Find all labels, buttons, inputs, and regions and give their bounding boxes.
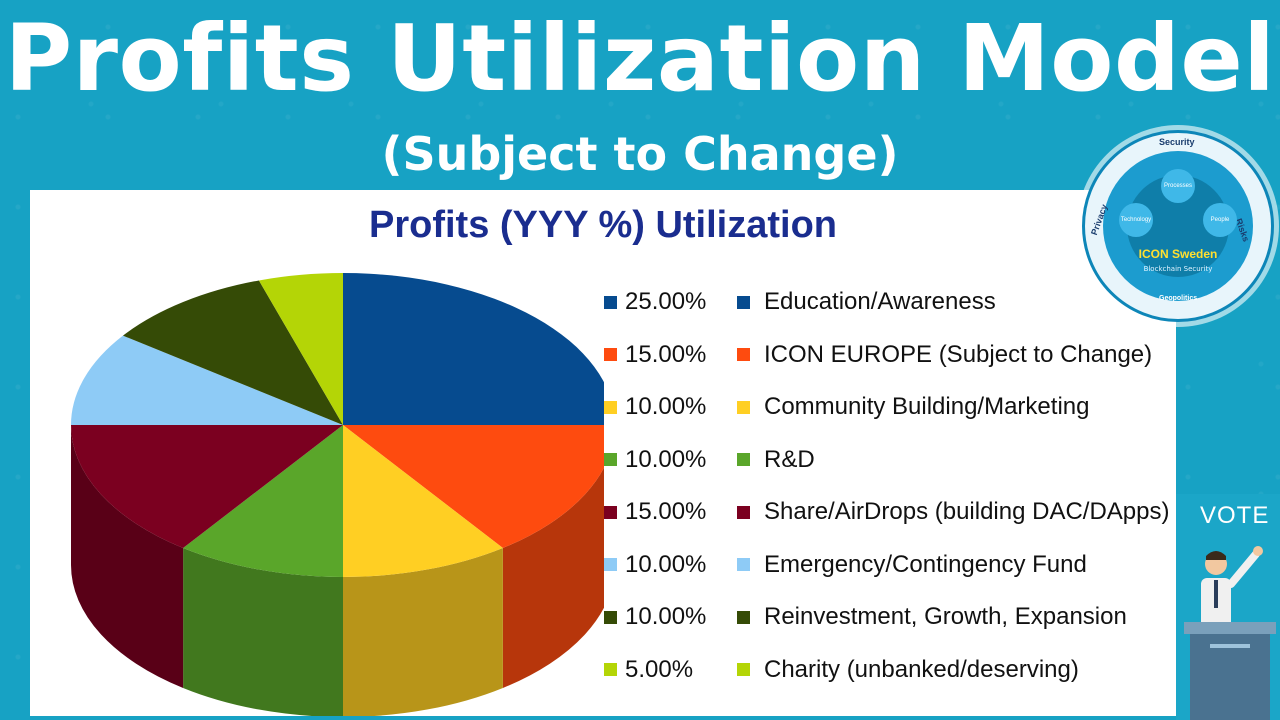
logo-tagline: Blockchain Security xyxy=(1143,265,1213,273)
legend-swatch xyxy=(737,610,750,624)
legend-item: 15.00% ICON EUROPE (Subject to Change) xyxy=(604,335,1152,375)
legend-label: Community Building/Marketing xyxy=(764,393,1090,420)
legend-swatch xyxy=(604,295,617,309)
legend-item: 10.00% Community Building/Marketing xyxy=(604,387,1089,427)
logo-word-geopolitics: Geopolitics xyxy=(1159,295,1198,302)
icon-sweden-logo: Security Privacy Risks Geopolitics Proce… xyxy=(1082,130,1274,322)
legend-label: Reinvestment, Growth, Expansion xyxy=(764,603,1127,630)
legend-item: 5.00% Charity (unbanked/deserving) xyxy=(604,650,1079,690)
legend-swatch xyxy=(737,295,750,309)
pie-slice-3 xyxy=(183,425,343,577)
logo-name: ICON Sweden xyxy=(1138,247,1218,261)
pie-slice-7 xyxy=(258,273,343,425)
legend-percent: 10.00% xyxy=(625,603,707,630)
legend-percent: 5.00% xyxy=(625,655,694,683)
chart-title: Profits (YYY %) Utilization xyxy=(368,204,837,246)
legend-percent: 15.00% xyxy=(625,340,707,368)
legend-swatch xyxy=(737,348,750,361)
legend-swatch xyxy=(737,453,750,466)
legend-item: 10.00% R&D xyxy=(604,440,815,480)
legend-label: Emergency/Contingency Fund xyxy=(764,550,1087,578)
pie-slice-6 xyxy=(122,280,343,425)
legend-label: Share/AirDrops (building DAC/DApps) xyxy=(764,498,1170,525)
legend-swatch xyxy=(604,348,617,361)
legend-percent: 10.00% xyxy=(625,445,707,473)
legend-item: 25.00% Education/Awareness xyxy=(604,282,996,322)
legend-item: 10.00% Emergency/Contingency Fund xyxy=(604,545,1087,585)
legend-percent: 10.00% xyxy=(625,393,707,420)
legend-label: Charity (unbanked/deserving) xyxy=(764,655,1079,683)
legend-swatch xyxy=(604,610,617,624)
vote-illustration xyxy=(1176,494,1280,720)
page-subtitle: (Subject to Change) xyxy=(381,127,899,181)
legend-label: ICON EUROPE (Subject to Change) xyxy=(764,340,1153,368)
legend-item: 15.00% Share/AirDrops (building DAC/DApps… xyxy=(604,492,1170,532)
legend-swatch xyxy=(604,558,617,571)
legend-label: Education/Awareness xyxy=(764,288,996,315)
legend-swatch xyxy=(604,453,617,466)
page-title: Profits Utilization Model xyxy=(4,5,1276,112)
pie-chart xyxy=(71,273,604,716)
pie-slice-5 xyxy=(71,335,343,425)
legend-swatch xyxy=(604,663,617,676)
pie-slice-4 xyxy=(71,425,343,548)
pie-slice-2 xyxy=(343,425,503,577)
legend-swatch xyxy=(737,400,750,414)
legend-label: R&D xyxy=(764,445,815,473)
legend-item: 10.00% Reinvestment, Growth, Expansion xyxy=(604,597,1127,637)
legend-percent: 15.00% xyxy=(625,498,707,525)
pie-slice-0 xyxy=(343,273,604,425)
pie-side-3 xyxy=(183,547,343,716)
vote-label: VOTE xyxy=(1200,502,1270,529)
legend-swatch xyxy=(604,400,617,414)
legend-percent: 25.00% xyxy=(625,288,707,315)
legend-swatch xyxy=(737,505,750,519)
pie-side-2 xyxy=(343,547,503,716)
logo-node-people: People xyxy=(1203,203,1237,237)
legend-swatch xyxy=(604,505,617,519)
pie-slice-1 xyxy=(343,425,604,548)
legend-swatch xyxy=(737,663,750,676)
chart-panel: Profits (YYY %) Utilization 25.00% Educat… xyxy=(30,190,1176,716)
pie-side-4 xyxy=(71,425,184,688)
logo-word-security: Security xyxy=(1159,137,1195,147)
legend-percent: 10.00% xyxy=(625,550,707,578)
logo-node-processes: Processes xyxy=(1161,169,1195,203)
pie-side-1 xyxy=(502,467,604,688)
legend-swatch xyxy=(737,558,750,571)
logo-node-technology: Technology xyxy=(1119,203,1153,237)
